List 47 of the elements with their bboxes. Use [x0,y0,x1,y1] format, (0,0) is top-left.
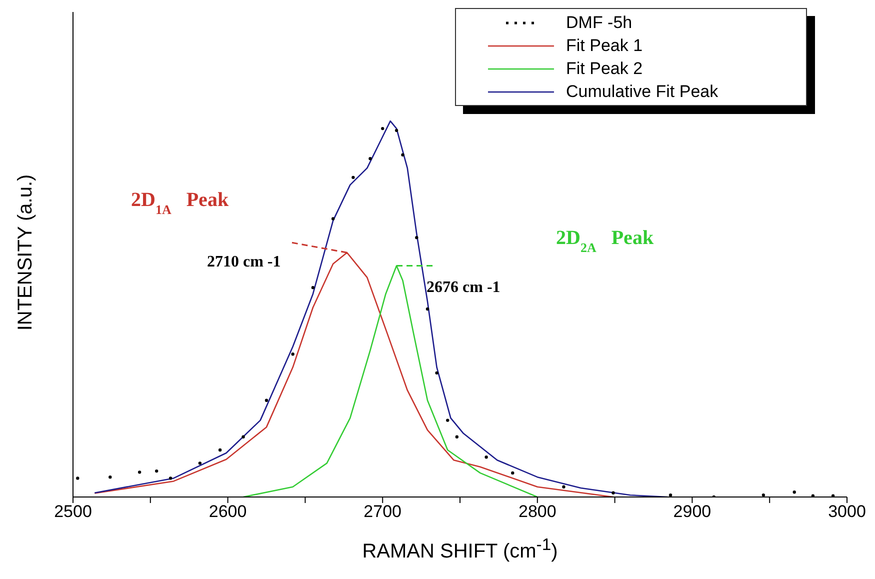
annotation: 2676 cm -1 [426,278,500,296]
point [331,217,335,220]
point [138,470,142,474]
point [168,476,172,480]
point [311,286,315,290]
point [242,435,245,438]
point [154,469,158,473]
point [811,494,815,497]
x-tick-label: 2800 [518,502,556,522]
legend-label: Cumulative Fit Peak [566,82,718,102]
point [484,456,488,459]
x-tick-label: 2700 [364,502,402,522]
point [394,128,398,132]
point [831,494,835,497]
point [668,494,672,497]
point [264,398,268,402]
annotation: 2D$_{1A}$ Peak [131,189,230,216]
point [455,435,458,438]
x-tick-label: 2900 [673,502,712,522]
point [401,153,404,156]
point [368,157,372,160]
annotation: 2D$_{2A}$ Peak [556,227,654,254]
legend-label: Fit Peak 1 [566,36,643,56]
point [352,176,355,180]
y-axis-title: INTENSITY (a.u.) [14,174,36,330]
annotation: 2710 cm -1 [206,254,281,271]
point [198,462,202,465]
point [612,491,615,494]
point [792,490,796,494]
point [446,418,450,422]
legend-label: DMF -5h [566,12,632,32]
point [108,475,112,479]
point [218,448,222,452]
x-axis-title: RAMAN SHIFT (cm$^{-1}$) [362,535,558,563]
legend-label: Fit Peak 2 [566,58,643,78]
point [76,476,80,480]
point [435,371,438,375]
x-tick-label: 3000 [828,502,866,522]
point [381,126,384,130]
point [511,471,514,475]
point [762,494,766,497]
point [562,485,566,488]
point [291,352,294,356]
x-tick-label: 2600 [208,502,247,522]
x-tick-label: 2500 [54,502,92,522]
point [415,236,418,240]
point [426,307,430,311]
